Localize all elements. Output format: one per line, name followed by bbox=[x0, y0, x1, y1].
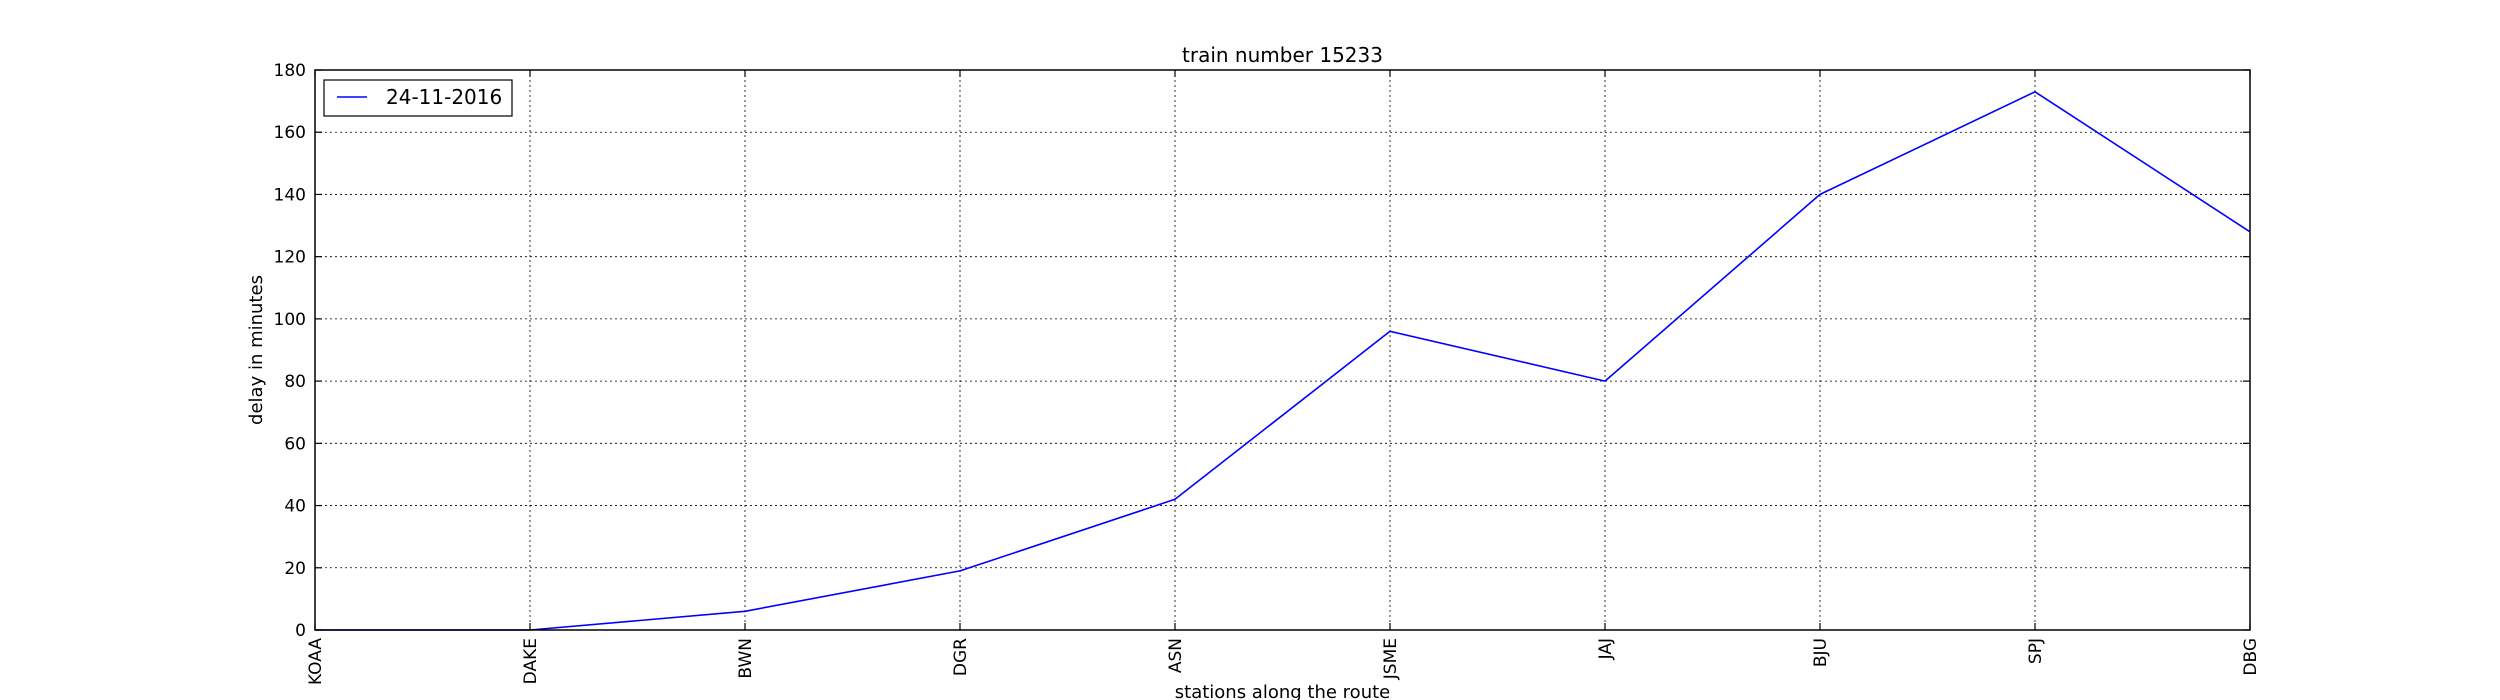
legend-label: 24-11-2016 bbox=[386, 85, 502, 109]
x-tick-label: DGR bbox=[951, 638, 971, 676]
axis-ticks bbox=[314, 69, 2251, 631]
y-tick-label: 40 bbox=[284, 497, 306, 517]
chart-title: train number 15233 bbox=[1182, 43, 1383, 67]
y-tick-label: 80 bbox=[284, 372, 306, 392]
x-tick-label: BJU bbox=[1811, 638, 1831, 667]
x-axis-label: stations along the route bbox=[1175, 682, 1390, 700]
y-axis-label: delay in minutes bbox=[246, 275, 267, 425]
legend: 24-11-2016 bbox=[323, 79, 513, 117]
y-tick-label: 180 bbox=[274, 61, 306, 81]
x-tick-label: SPJ bbox=[2026, 638, 2046, 664]
y-tick-label: 120 bbox=[274, 248, 306, 268]
grid-lines bbox=[315, 70, 2250, 630]
y-tick-label: 160 bbox=[274, 123, 306, 143]
x-tick-label: JSME bbox=[1381, 638, 1401, 680]
series-layer bbox=[315, 91, 2251, 631]
y-tick-label: 0 bbox=[295, 621, 306, 641]
x-tick-label: KOAA bbox=[306, 638, 326, 685]
x-tick-labels: KOAA DAKE BWN DGR ASN JSME JAJ BJU SPJ DBG bbox=[306, 638, 2261, 685]
y-tick-labels: 0 20 40 60 80 100 120 140 160 180 bbox=[274, 61, 306, 641]
y-tick-label: 140 bbox=[274, 185, 306, 205]
x-tick-label: BWN bbox=[736, 638, 756, 679]
y-tick-label: 60 bbox=[284, 434, 306, 454]
plot-frame bbox=[314, 69, 2251, 631]
x-tick-label: DAKE bbox=[521, 638, 541, 684]
y-tick-label: 20 bbox=[284, 559, 306, 579]
x-tick-label: DBG bbox=[2241, 638, 2261, 676]
x-tick-label: JAJ bbox=[1596, 638, 1616, 660]
y-tick-label: 100 bbox=[274, 310, 306, 330]
series-line bbox=[315, 91, 2251, 631]
legend-box bbox=[323, 79, 513, 117]
x-tick-label: ASN bbox=[1166, 638, 1186, 673]
